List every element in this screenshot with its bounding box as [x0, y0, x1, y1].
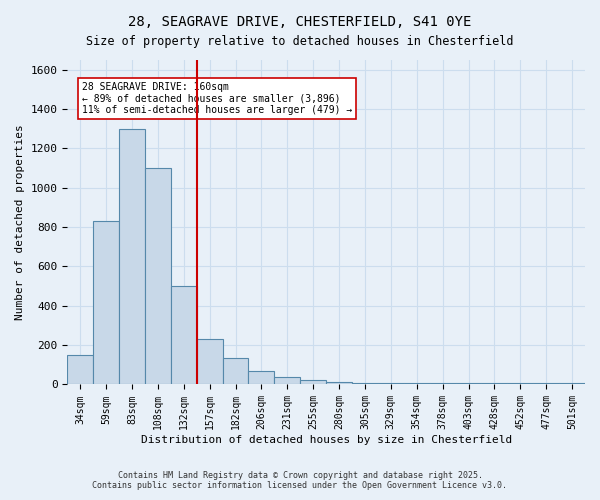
- Bar: [326, 382, 352, 384]
- Text: Contains HM Land Registry data © Crown copyright and database right 2025.
Contai: Contains HM Land Registry data © Crown c…: [92, 470, 508, 490]
- Bar: [274, 376, 300, 384]
- X-axis label: Distribution of detached houses by size in Chesterfield: Distribution of detached houses by size …: [140, 435, 512, 445]
- Bar: [300, 380, 326, 384]
- Text: 28 SEAGRAVE DRIVE: 160sqm
← 89% of detached houses are smaller (3,896)
11% of se: 28 SEAGRAVE DRIVE: 160sqm ← 89% of detac…: [82, 82, 352, 115]
- Bar: [119, 129, 145, 384]
- Bar: [197, 339, 223, 384]
- Bar: [223, 358, 248, 384]
- Text: 28, SEAGRAVE DRIVE, CHESTERFIELD, S41 0YE: 28, SEAGRAVE DRIVE, CHESTERFIELD, S41 0Y…: [128, 15, 472, 29]
- Bar: [171, 286, 197, 384]
- Y-axis label: Number of detached properties: Number of detached properties: [15, 124, 25, 320]
- Bar: [93, 222, 119, 384]
- Bar: [145, 168, 171, 384]
- Bar: [248, 370, 274, 384]
- Text: Size of property relative to detached houses in Chesterfield: Size of property relative to detached ho…: [86, 35, 514, 48]
- Bar: [67, 355, 93, 384]
